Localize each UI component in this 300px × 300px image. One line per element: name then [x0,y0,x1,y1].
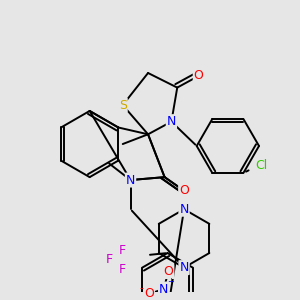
Text: -: - [139,283,143,293]
Text: +: + [167,277,174,286]
Text: F: F [119,263,126,276]
Text: O: O [194,69,204,82]
Text: O: O [164,265,173,278]
Text: N: N [179,261,189,274]
Text: N: N [179,203,189,216]
Text: F: F [106,253,113,266]
Text: O: O [179,184,189,197]
Text: F: F [119,244,126,256]
Text: O: O [144,287,154,300]
Text: N: N [167,115,176,128]
Text: Cl: Cl [255,159,267,172]
Text: S: S [119,99,127,112]
Text: N: N [159,283,168,296]
Text: N: N [126,173,135,187]
